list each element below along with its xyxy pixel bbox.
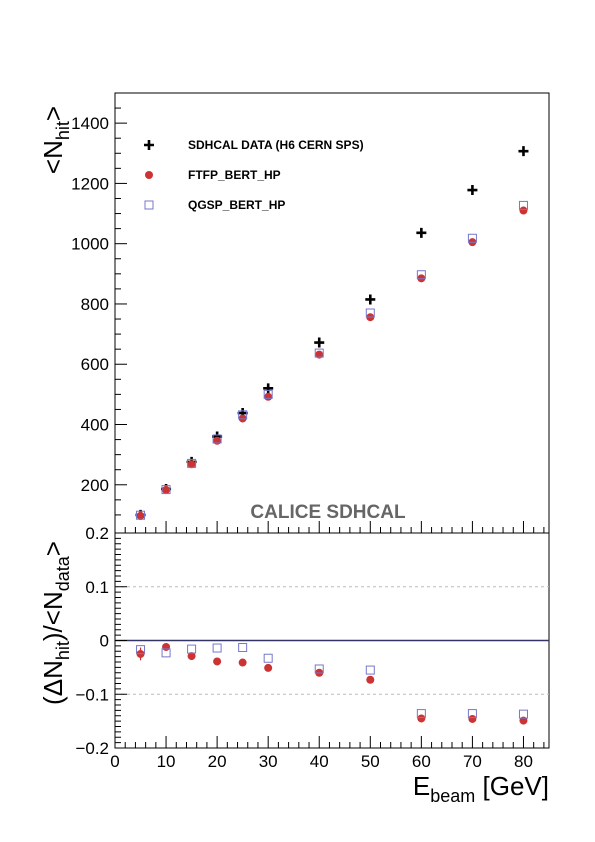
main-y-tick-label: 800 (81, 295, 109, 314)
data-point (314, 664, 324, 674)
data-point (416, 270, 426, 280)
legend-marker (144, 200, 154, 210)
data-point (518, 200, 528, 210)
x-tick-label: 40 (310, 752, 329, 771)
main-y-tick-label: 1200 (71, 174, 109, 193)
ratio-y-tick-label: 0.1 (85, 578, 109, 597)
main-y-axis-title-main: <N (38, 140, 68, 174)
main-y-axis-title: <Nhit> (38, 106, 73, 174)
data-point (213, 657, 222, 666)
x-tick-label: 10 (157, 752, 176, 771)
ratio-y-tick-label: −0.1 (75, 685, 109, 704)
ratio-y-axis-title-sub1: hit (53, 641, 73, 660)
data-point (467, 709, 477, 719)
main-y-tick-label: 600 (81, 355, 109, 374)
main-y-tick-label: 400 (81, 416, 109, 435)
data-point (519, 206, 528, 215)
main-y-tick-label: 1400 (71, 114, 109, 133)
series-ftfp-bert-hp (136, 206, 528, 520)
data-point (263, 383, 274, 394)
legend-label: FTFP_BERT_HP (188, 168, 281, 182)
data-point (187, 652, 196, 661)
data-point (187, 458, 197, 468)
data-point (416, 227, 427, 238)
x-tick-label: 70 (463, 752, 482, 771)
ratio-y-tick-label: 0 (100, 632, 109, 651)
annotation-calice-sdhcal: CALICE SDHCAL (250, 502, 406, 523)
data-point (238, 642, 248, 652)
data-point (314, 337, 325, 348)
x-tick-label: 60 (412, 752, 431, 771)
data-point (136, 645, 146, 655)
ratio-y-axis-title: (ΔNhit)/<Ndata> (38, 541, 73, 705)
x-tick-label: 20 (208, 752, 227, 771)
main-y-axis-title-sub: hit (53, 121, 73, 140)
data-point (518, 709, 528, 719)
series-qgsp-bert-hp (136, 200, 528, 520)
x-tick-label: 80 (514, 752, 533, 771)
data-point (467, 185, 478, 196)
data-point (187, 644, 197, 654)
x-tick-label: 30 (259, 752, 278, 771)
legend-marker (144, 140, 154, 150)
data-point (365, 308, 375, 318)
data-point (238, 410, 248, 420)
data-point (162, 485, 171, 494)
legend-label: QGSP_BERT_HP (188, 198, 285, 212)
data-point (264, 392, 273, 401)
data-point (417, 714, 426, 723)
data-point (162, 642, 171, 651)
x-axis-title-rest: [GeV] (475, 771, 549, 801)
data-point (136, 511, 145, 520)
x-tick-label: 50 (361, 752, 380, 771)
main-y-axis-title-close: > (38, 106, 68, 121)
data-point (161, 648, 171, 658)
x-axis-title-main: E (413, 771, 430, 801)
data-point (263, 389, 273, 399)
data-point (314, 348, 324, 358)
data-point (212, 434, 222, 444)
data-point (213, 436, 222, 445)
data-point (161, 485, 171, 495)
data-point (365, 294, 376, 305)
ratio-y-axis-title-mid: )/<N (38, 591, 68, 641)
x-tick-label: 0 (110, 752, 119, 771)
legend-label: SDHCAL DATA (H6 CERN SPS) (188, 138, 364, 152)
x-axis-title-sub: beam (430, 786, 475, 806)
ratio-y-tick-label: 0.2 (85, 524, 109, 543)
data-point (136, 510, 146, 520)
data-point (366, 675, 375, 684)
data-point (212, 643, 222, 653)
data-point (238, 658, 247, 667)
ratio-series-qgsp-bert-hp (136, 642, 528, 719)
main-y-tick-label: 200 (81, 476, 109, 495)
legend-marker (145, 171, 153, 179)
data-point (468, 714, 477, 723)
x-axis-title: Ebeam [GeV] (413, 771, 549, 806)
ratio-y-axis-title-sub2: data (53, 555, 73, 591)
main-plot-frame (114, 92, 550, 534)
ratio-y-axis-title-close: > (38, 541, 68, 556)
main-y-tick-label: 1000 (71, 235, 109, 254)
data-point (264, 663, 273, 672)
data-point (365, 665, 375, 675)
data-point (263, 653, 273, 663)
data-point (467, 233, 477, 243)
ratio-y-axis-title-open: (ΔN (38, 660, 68, 705)
data-point (416, 709, 426, 719)
ratio-y-tick-label: −0.2 (75, 739, 109, 758)
data-point (187, 460, 196, 469)
data-point (518, 146, 529, 157)
legend: SDHCAL DATA (H6 CERN SPS) FTFP_BERT_HP QGS… (144, 138, 364, 212)
